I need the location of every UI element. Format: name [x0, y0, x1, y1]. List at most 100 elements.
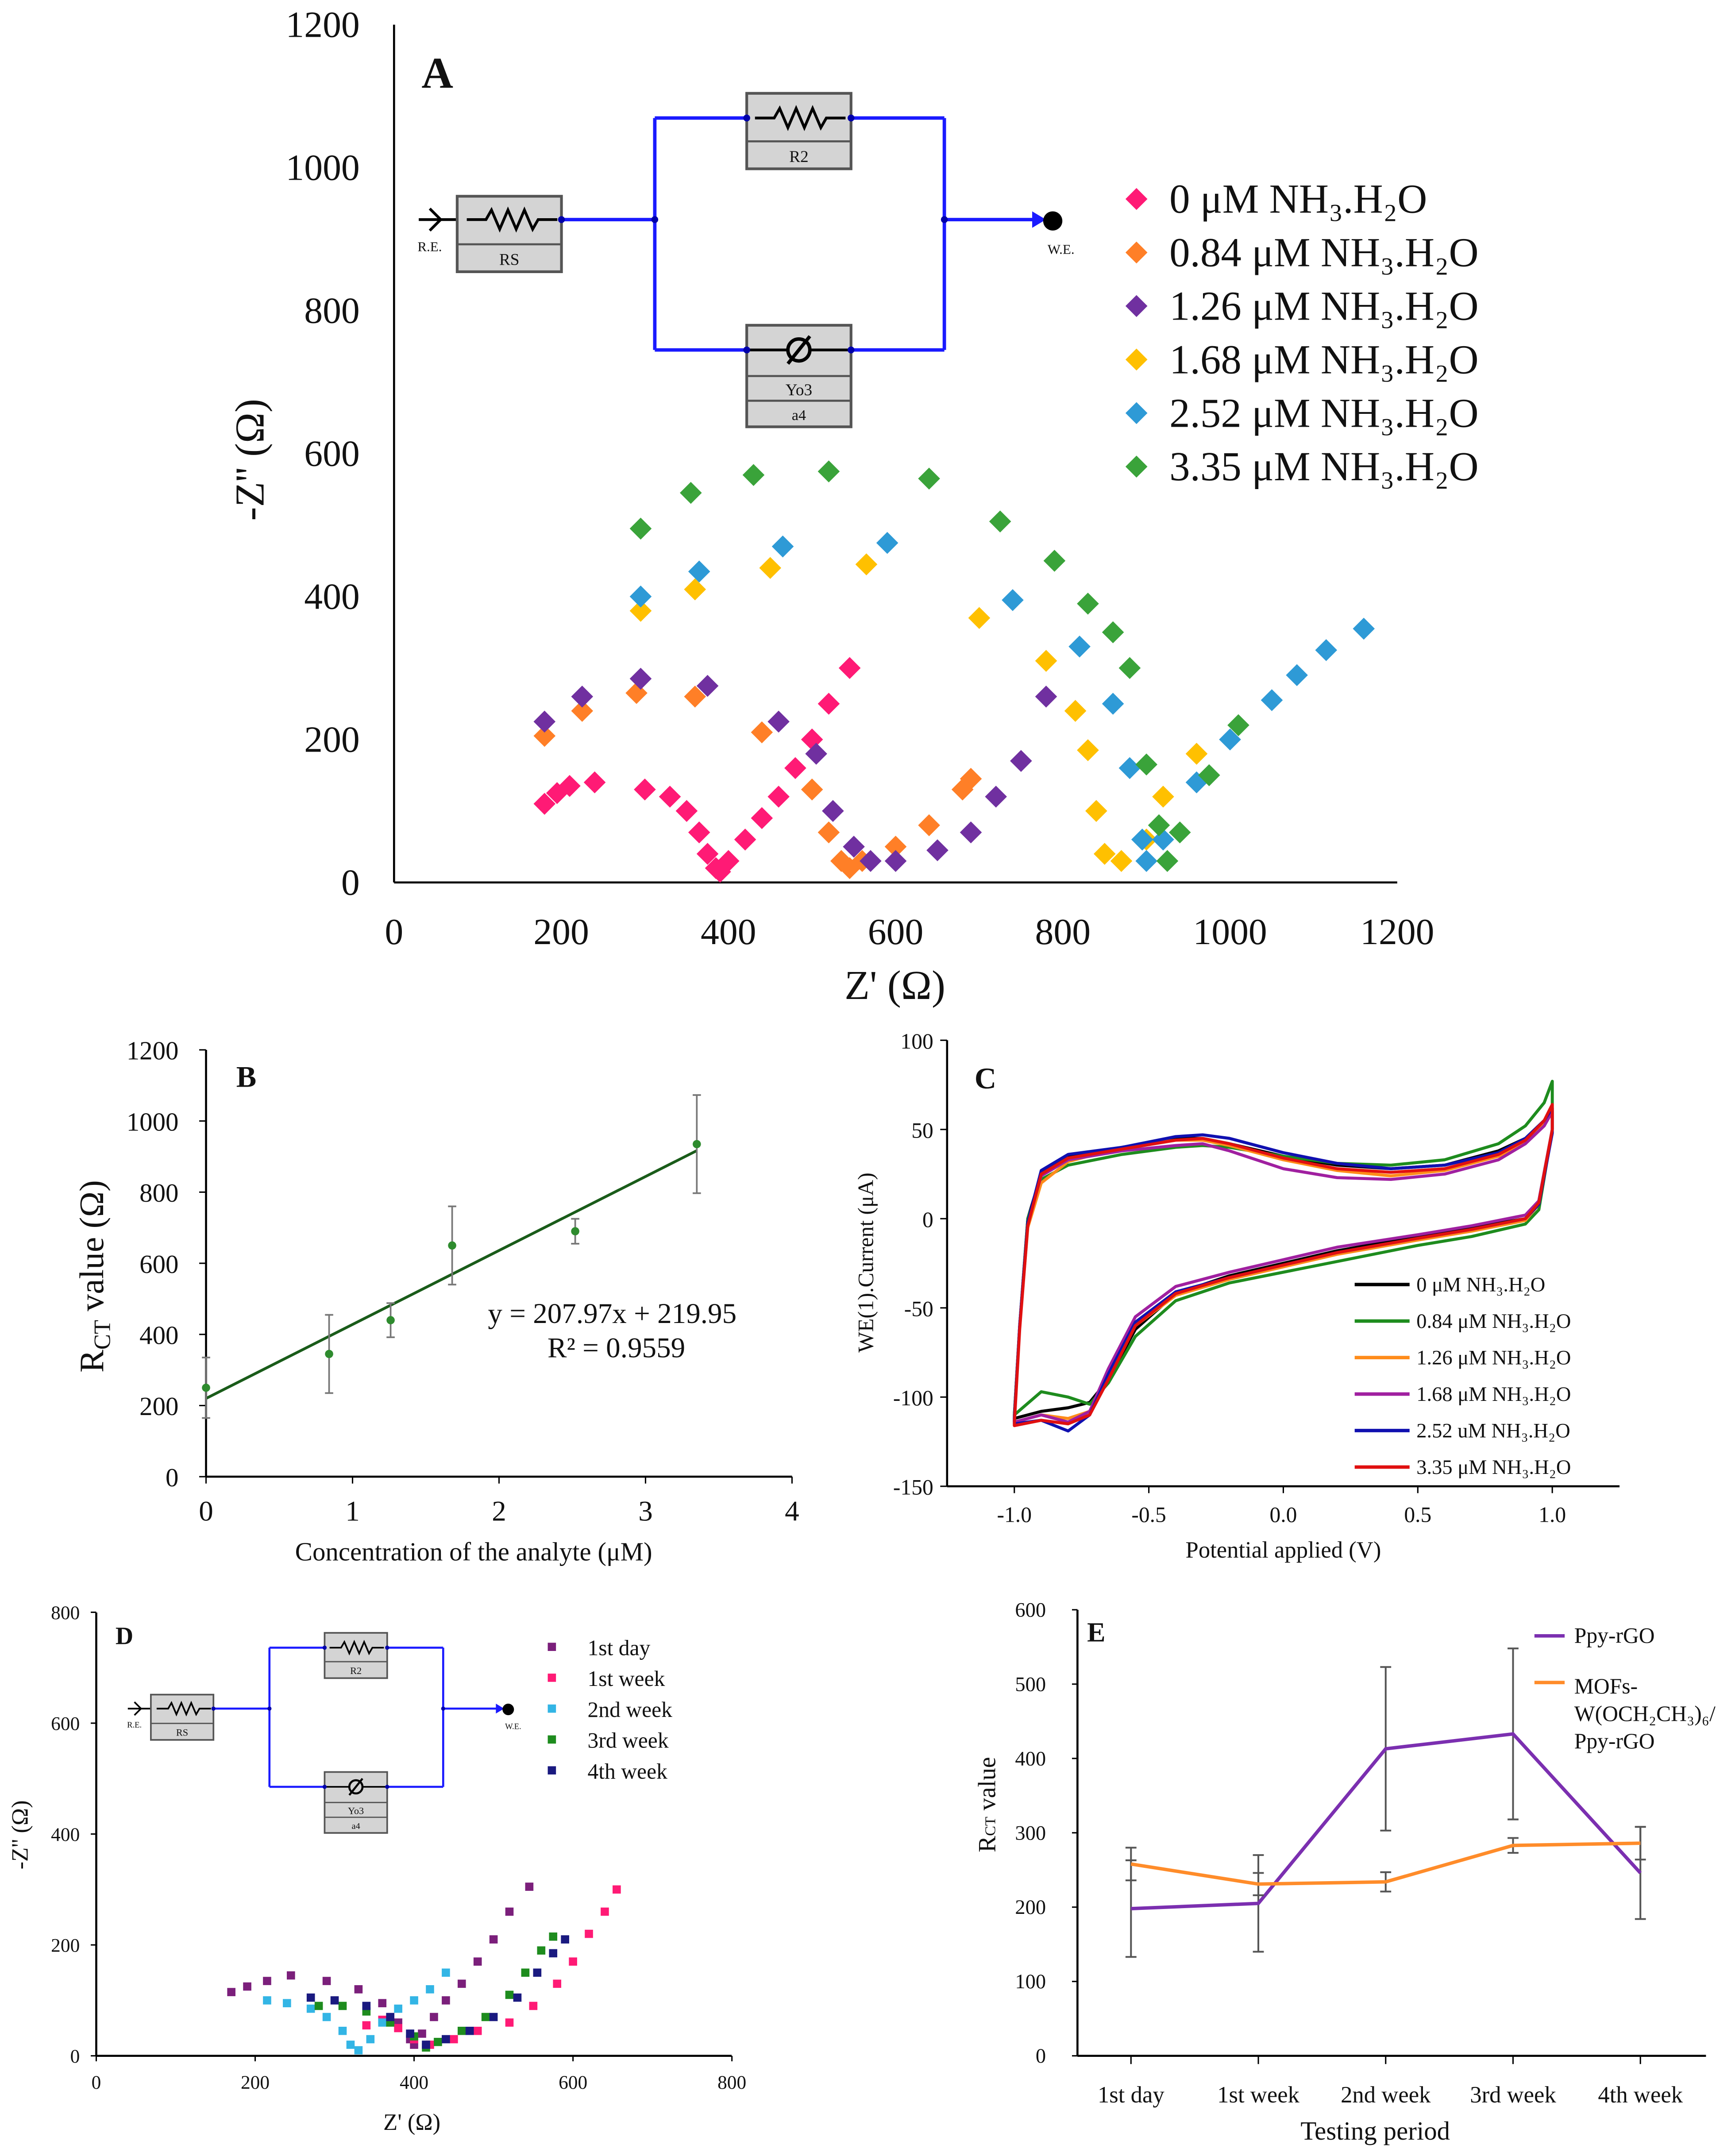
data-point	[822, 800, 844, 822]
data-point	[1185, 743, 1208, 765]
legend-marker	[547, 1643, 556, 1651]
data-point	[521, 1968, 530, 1977]
legend-label: 0 μM NH₃.H₂O	[1169, 177, 1427, 222]
data-point	[817, 821, 840, 844]
y-tick-label: -100	[893, 1386, 933, 1410]
data-point	[362, 2002, 371, 2010]
data-point	[1102, 621, 1124, 644]
data-point	[243, 1982, 251, 1991]
data-point	[394, 2024, 402, 2033]
y-tick-label: 0	[70, 2046, 80, 2067]
label-re: R.E.	[417, 239, 442, 254]
cv-curve-1	[1013, 1080, 1554, 1417]
data-point	[734, 828, 756, 851]
data-point	[1261, 689, 1283, 711]
data-point	[1102, 693, 1124, 715]
working-electrode-dot	[1043, 211, 1063, 231]
x-tick-label: 800	[717, 2072, 746, 2093]
data-point	[537, 1946, 546, 1955]
legend-label: 0.84 μM NH₃.H₂O	[1169, 230, 1479, 276]
y-axis-title: WE(1).Current (μA)	[853, 1172, 878, 1353]
data-point	[481, 2013, 490, 2021]
y-tick-label: 400	[51, 1824, 80, 1845]
cv-curve-5	[1013, 1103, 1554, 1427]
arrow-icon	[1032, 211, 1046, 228]
r-squared: R² = 0.9559	[547, 1332, 685, 1364]
data-point	[306, 2004, 315, 2013]
data-point	[378, 1999, 387, 2007]
data-point	[1093, 843, 1116, 865]
data-point	[884, 850, 907, 872]
data-point	[489, 2013, 498, 2021]
data-point	[386, 1316, 395, 1324]
data-point	[202, 1384, 210, 1392]
x-tick-label: 2	[492, 1495, 506, 1527]
y-tick-label: 1200	[285, 4, 359, 46]
data-point	[457, 2026, 466, 2035]
data-point	[688, 560, 710, 582]
data-point	[263, 1996, 271, 2005]
node	[558, 216, 565, 223]
label-a4: a4	[792, 407, 806, 424]
data-point	[561, 1935, 569, 1944]
panel-a: 0 200 400 600 800 1000 1200 0 200 400 600 800 1000 12…	[227, 4, 1479, 1009]
resistor-icon	[329, 1639, 384, 1656]
data-point	[426, 1985, 434, 1994]
y-tick-label: -50	[904, 1296, 933, 1321]
data-point	[325, 1350, 333, 1358]
y-tick-label: 1200	[127, 1037, 179, 1065]
data-point	[629, 600, 652, 622]
data-point	[283, 1999, 291, 2007]
data-point	[442, 1996, 450, 2005]
data-point	[448, 1241, 456, 1250]
data-point	[634, 778, 656, 801]
data-point	[805, 743, 827, 765]
data-point	[346, 2040, 355, 2049]
node	[941, 216, 948, 223]
data-point	[688, 821, 710, 844]
data-point	[473, 1957, 482, 1966]
data-point	[1068, 635, 1091, 658]
data-point	[571, 685, 594, 708]
data-point	[450, 2035, 458, 2044]
data-point	[1110, 850, 1133, 872]
data-point	[767, 710, 790, 733]
data-point	[629, 517, 652, 540]
data-point	[322, 2013, 331, 2021]
y-tick-label: 400	[304, 576, 360, 617]
data-point	[366, 2035, 375, 2044]
y-tick-label: 200	[139, 1392, 178, 1421]
label-yo3: Yo3	[348, 1805, 364, 1816]
data-point	[442, 2035, 450, 2044]
data-point	[817, 460, 840, 482]
data-point	[378, 2018, 387, 2027]
data-point	[918, 467, 940, 490]
x-tick-label: 1200	[1360, 911, 1434, 953]
data-point	[1125, 188, 1148, 210]
node	[848, 114, 855, 122]
data-point	[601, 1907, 609, 1916]
x-axis-title: Concentration of the analyte (μM)	[295, 1537, 652, 1566]
data-point	[569, 1957, 577, 1966]
data-point	[855, 553, 878, 575]
data-point	[613, 1885, 621, 1894]
node	[267, 1706, 272, 1711]
data-point	[684, 685, 706, 708]
panel-label: B	[236, 1060, 257, 1094]
legend-label: 1.26 μM NH₃.H₂O	[1169, 283, 1479, 329]
data-point	[457, 1979, 466, 1988]
data-point	[801, 778, 823, 801]
data-point	[314, 2002, 323, 2010]
legend-label: W(OCH₂CH₃)₆/	[1574, 1701, 1716, 1726]
data-point	[338, 2002, 347, 2010]
label-rs: RS	[499, 251, 520, 269]
data-point	[571, 1227, 579, 1236]
node	[848, 346, 855, 354]
data-point	[1131, 828, 1153, 851]
legend-marker	[547, 1766, 556, 1775]
data-point	[659, 786, 681, 808]
data-point	[442, 1968, 450, 1977]
data-point	[767, 786, 790, 808]
data-point	[473, 2026, 482, 2035]
